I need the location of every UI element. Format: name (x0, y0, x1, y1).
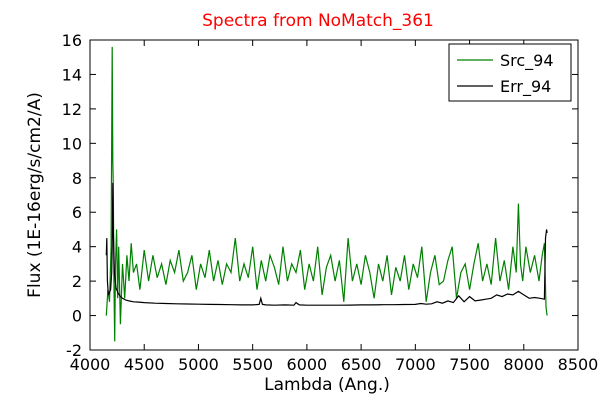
y-tick-label: 8 (72, 169, 82, 188)
y-tick-label: 4 (72, 238, 82, 257)
y-tick-label: 0 (72, 307, 82, 326)
x-tick-label: 5000 (178, 355, 219, 374)
x-tick-label: 6000 (287, 355, 328, 374)
x-tick-label: 5500 (232, 355, 273, 374)
x-tick-label: 4000 (70, 355, 111, 374)
y-tick-label: -2 (66, 341, 82, 360)
legend-box (448, 43, 572, 102)
x-tick-label: 4500 (124, 355, 165, 374)
axis-ticks: 4000 4500 5000 5500 6000 6500 7000 7500 8000 8500… (62, 31, 599, 374)
y-tick-label: 14 (62, 65, 82, 84)
y-tick-label: 12 (62, 100, 82, 119)
plot-frame (89, 39, 579, 351)
x-tick-label: 8500 (558, 355, 599, 374)
y-tick-label: 6 (72, 203, 82, 222)
series-line-src-94 (105, 46, 548, 342)
x-tick-label: 8000 (503, 355, 544, 374)
x-axis-label: Lambda (Ang.) (264, 375, 390, 395)
y-tick-label: 2 (72, 272, 82, 291)
legend: Src_94 Err_94 (448, 43, 572, 102)
chart-title: Spectra from NoMatch_361 (202, 11, 434, 31)
legend-label-err: Err_94 (500, 77, 551, 97)
y-tick-label: 10 (62, 134, 82, 153)
legend-label-src: Src_94 (500, 51, 554, 71)
x-tick-label: 7500 (449, 355, 490, 374)
series-line-err-94 (105, 182, 548, 306)
y-tick-label: 16 (62, 31, 82, 50)
x-tick-label: 7000 (395, 355, 436, 374)
y-axis-label: Flux (1E-16erg/s/cm2/A) (25, 92, 45, 298)
x-tick-label: 6500 (341, 355, 382, 374)
